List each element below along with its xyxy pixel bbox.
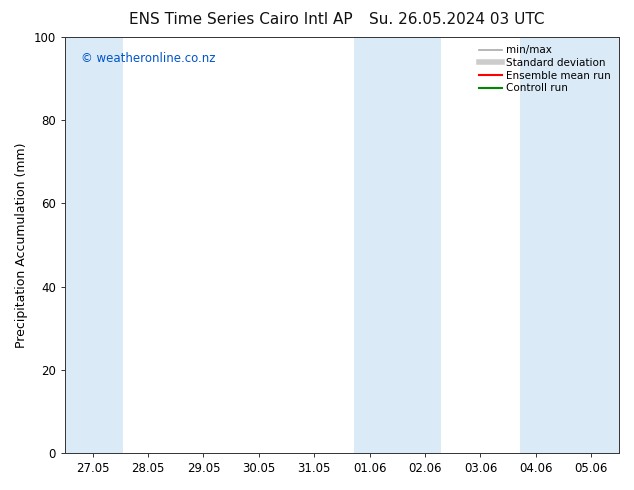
Text: © weatheronline.co.nz: © weatheronline.co.nz bbox=[81, 52, 216, 65]
Bar bbox=[65, 37, 123, 453]
Text: ENS Time Series Cairo Intl AP: ENS Time Series Cairo Intl AP bbox=[129, 12, 353, 27]
Bar bbox=[521, 37, 619, 453]
Text: Su. 26.05.2024 03 UTC: Su. 26.05.2024 03 UTC bbox=[369, 12, 544, 27]
Legend: min/max, Standard deviation, Ensemble mean run, Controll run: min/max, Standard deviation, Ensemble me… bbox=[476, 42, 614, 97]
Bar bbox=[354, 37, 441, 453]
Y-axis label: Precipitation Accumulation (mm): Precipitation Accumulation (mm) bbox=[15, 142, 28, 348]
